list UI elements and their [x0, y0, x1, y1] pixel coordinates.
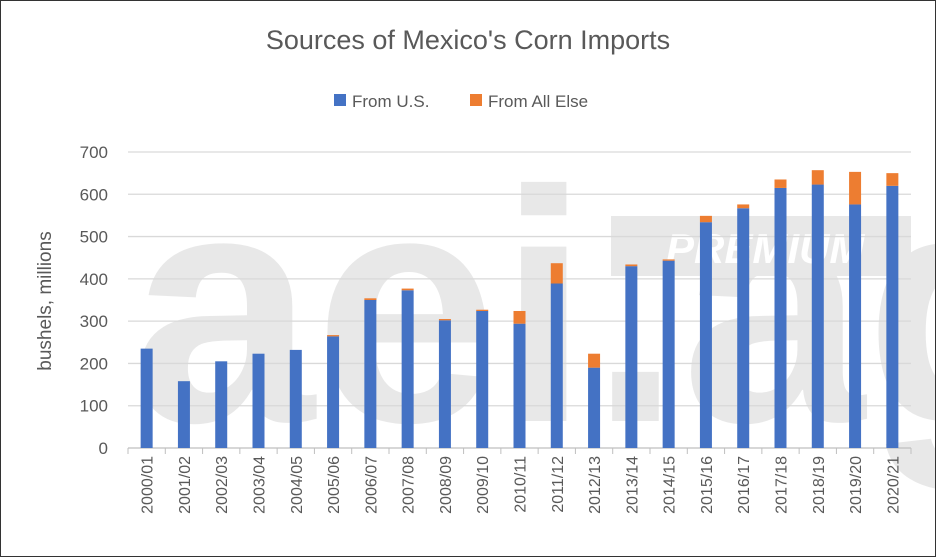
bar-from-all-else — [662, 259, 675, 261]
bar-from-all-else — [737, 204, 750, 209]
bar-from-us — [774, 187, 787, 448]
bar-from-us — [588, 367, 601, 448]
y-tick-label: 0 — [99, 439, 108, 458]
bar-from-all-else — [774, 179, 787, 188]
bar-from-us — [811, 184, 824, 448]
bar-from-us — [140, 348, 153, 448]
y-tick-label: 200 — [80, 354, 108, 373]
bar-from-us — [177, 381, 190, 448]
watermark-badge: PREMIUM — [666, 225, 865, 272]
legend-swatch-us — [334, 94, 346, 106]
bar-from-us — [327, 336, 340, 448]
x-tick-label: 2011/12 — [550, 456, 567, 513]
legend-label-other: From All Else — [488, 92, 588, 111]
bar-from-us — [625, 266, 638, 448]
x-tick-label: 2018/19 — [811, 456, 828, 514]
x-tick-label: 2016/17 — [736, 456, 753, 514]
bar-from-all-else — [327, 335, 340, 337]
y-tick-label: 400 — [80, 270, 108, 289]
x-tick-label: 2005/06 — [326, 456, 343, 514]
legend: From U.S. From All Else — [334, 92, 588, 111]
bar-from-us — [364, 300, 377, 448]
x-tick-label: 2009/10 — [475, 456, 492, 514]
y-tick-label: 700 — [80, 143, 108, 162]
y-tick-label: 100 — [80, 397, 108, 416]
bar-from-us — [513, 323, 526, 448]
bar-from-us — [215, 361, 228, 448]
bar-from-us — [849, 204, 862, 448]
x-tick-label: 2008/09 — [438, 456, 455, 514]
bar-from-all-else — [438, 319, 451, 321]
x-tick-label: 2014/15 — [662, 456, 679, 514]
bar-from-all-else — [588, 353, 601, 368]
bar-from-all-else — [849, 171, 862, 205]
bar-from-all-else — [886, 173, 899, 186]
bar-from-all-else — [625, 264, 638, 267]
y-axis-label: bushels, millions — [35, 231, 56, 370]
x-tick-label: 2000/01 — [140, 456, 157, 514]
y-tick-label: 600 — [80, 185, 108, 204]
y-tick-label: 500 — [80, 228, 108, 247]
bar-from-us — [289, 349, 302, 448]
bar-from-all-else — [811, 170, 824, 185]
x-tick-label: 2019/20 — [848, 456, 865, 514]
bar-from-us — [252, 353, 265, 448]
bar-from-us — [699, 222, 712, 448]
bar-from-all-else — [513, 310, 526, 324]
x-tick-label: 2017/18 — [774, 456, 791, 514]
x-tick-label: 2004/05 — [289, 456, 306, 514]
watermark-logo: aei.ag — [131, 122, 935, 493]
x-tick-label: 2010/11 — [513, 456, 530, 513]
bar-from-all-else — [401, 288, 414, 291]
legend-label-us: From U.S. — [352, 92, 429, 111]
chart-title: Sources of Mexico's Corn Imports — [266, 25, 670, 55]
bar-from-all-else — [550, 263, 563, 284]
x-tick-label: 2003/04 — [252, 456, 269, 514]
bar-from-us — [476, 310, 489, 448]
bar-from-us — [737, 208, 750, 448]
x-tick-label: 2006/07 — [363, 456, 380, 514]
bar-from-us — [886, 185, 899, 449]
x-tick-label: 2007/08 — [401, 456, 418, 514]
bar-from-us — [662, 260, 675, 448]
x-tick-label: 2002/03 — [214, 456, 231, 514]
legend-swatch-other — [470, 94, 482, 106]
x-tick-label: 2020/21 — [885, 456, 902, 514]
bar-from-all-else — [699, 215, 712, 223]
x-tick-label: 2013/14 — [624, 456, 641, 514]
bar-from-all-else — [476, 309, 489, 311]
bar-from-all-else — [364, 298, 377, 300]
bar-from-us — [438, 320, 451, 448]
x-tick-label: 2015/16 — [699, 456, 716, 514]
bar-from-us — [401, 290, 414, 448]
bar-from-us — [550, 283, 563, 448]
x-tick-label: 2012/13 — [587, 456, 604, 514]
y-tick-label: 300 — [80, 312, 108, 331]
x-tick-label: 2001/02 — [177, 456, 194, 514]
